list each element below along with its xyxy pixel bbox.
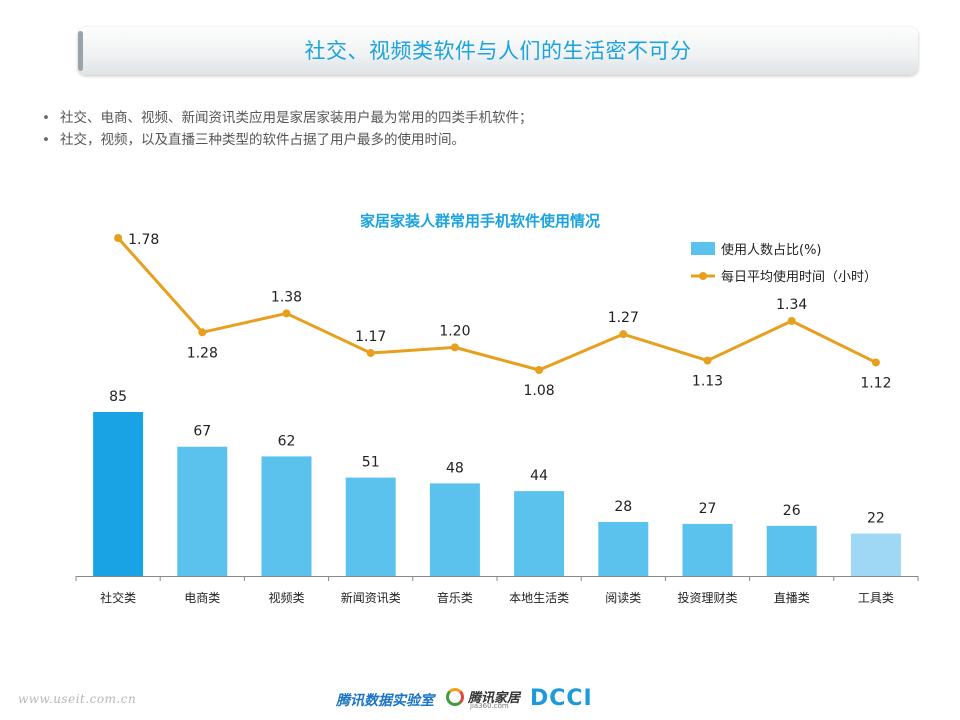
- bullet-item: 社交，视频，以及直播三种类型的软件占据了用户最多的使用时间。: [42, 129, 533, 151]
- line-value-label: 1.38: [271, 289, 302, 305]
- bar-9: [850, 533, 901, 576]
- bar-1: [177, 446, 228, 576]
- line-point-5: [535, 366, 544, 374]
- x-tick-label: 社交类: [100, 590, 136, 605]
- jia-logo-icon: [446, 688, 464, 706]
- bar-2: [261, 456, 312, 576]
- bar-value-label: 48: [446, 460, 464, 476]
- line-value-label: 1.20: [439, 323, 470, 339]
- bar-value-label: 27: [699, 501, 717, 517]
- bar-value-label: 51: [362, 455, 380, 471]
- dcci-logo: DCCI: [530, 686, 593, 711]
- line-point-1: [198, 328, 207, 337]
- line-value-label: 1.34: [776, 297, 807, 313]
- bar-8: [766, 525, 817, 576]
- bar-value-label: 62: [278, 433, 296, 449]
- jia-logo-sub: jia360.com: [470, 702, 509, 710]
- bar-7: [682, 523, 733, 576]
- title-banner: [78, 27, 918, 75]
- legend-bar-label: 使用人数占比(%): [721, 242, 822, 258]
- line-series: [116, 237, 877, 372]
- bullet-item: 社交、电商、视频、新闻资讯类应用是家居家装用户最为常用的四类手机软件；: [42, 107, 533, 129]
- legend-line-marker: [699, 272, 707, 280]
- line-point-2: [282, 309, 291, 318]
- bullet-list: 社交、电商、视频、新闻资讯类应用是家居家装用户最为常用的四类手机软件； 社交，视…: [42, 107, 533, 151]
- line-point-6: [619, 330, 628, 339]
- x-tick-label: 阅读类: [605, 591, 641, 605]
- x-tick-label: 直播类: [774, 591, 810, 605]
- x-tick-label: 工具类: [858, 591, 894, 605]
- page-title: 社交、视频类软件与人们的生活密不可分: [304, 39, 692, 63]
- chart-title: 家居家装人群常用手机软件使用情况: [360, 212, 600, 230]
- bar-value-label: 26: [783, 503, 801, 519]
- line-value-label: 1.17: [355, 329, 386, 345]
- x-tick-label: 电商类: [184, 590, 220, 605]
- tencent-data-lab-logo: 腾讯数据实验室: [336, 693, 434, 709]
- line-value-label: 1.08: [524, 383, 555, 399]
- x-tick-label: 视频类: [268, 590, 304, 605]
- jia-logo-name: 腾讯家居: [468, 691, 521, 706]
- legend-bar-swatch: [691, 242, 715, 255]
- line-point-4: [450, 343, 459, 352]
- line-point-3: [366, 349, 375, 358]
- bar-5: [514, 491, 565, 576]
- bar-6: [598, 521, 649, 576]
- line-point-8: [787, 316, 796, 325]
- tencent-jia-logo: 腾讯家居 jia360.com: [446, 686, 532, 712]
- footer-website: www.useit.com.cn: [18, 692, 137, 706]
- line-value-label: 1.12: [860, 375, 891, 391]
- line-point-0: [114, 234, 123, 242]
- x-tick-label: 本地生活类: [509, 591, 569, 605]
- bar-value-label: 85: [109, 389, 127, 405]
- x-tick-label: 新闻资讯类: [341, 590, 401, 605]
- bar-value-label: 28: [614, 499, 632, 515]
- bar-4: [429, 483, 480, 576]
- bar-value-label: 44: [530, 468, 548, 484]
- bar-0: [93, 412, 144, 576]
- legend-line-label: 每日平均使用时间（小时）: [721, 269, 877, 285]
- line-point-9: [871, 358, 880, 367]
- bar-3: [345, 477, 396, 576]
- line-value-label: 1.28: [187, 345, 218, 361]
- bar-value-label: 67: [193, 424, 211, 440]
- x-tick-label: 投资理财类: [677, 590, 737, 605]
- line-point-7: [703, 356, 712, 365]
- x-tick-label: 音乐类: [437, 590, 473, 605]
- bar-value-label: 22: [867, 511, 885, 527]
- line-value-label: 1.27: [608, 310, 639, 326]
- line-value-label: 1.78: [128, 232, 159, 248]
- line-value-label: 1.13: [692, 374, 723, 390]
